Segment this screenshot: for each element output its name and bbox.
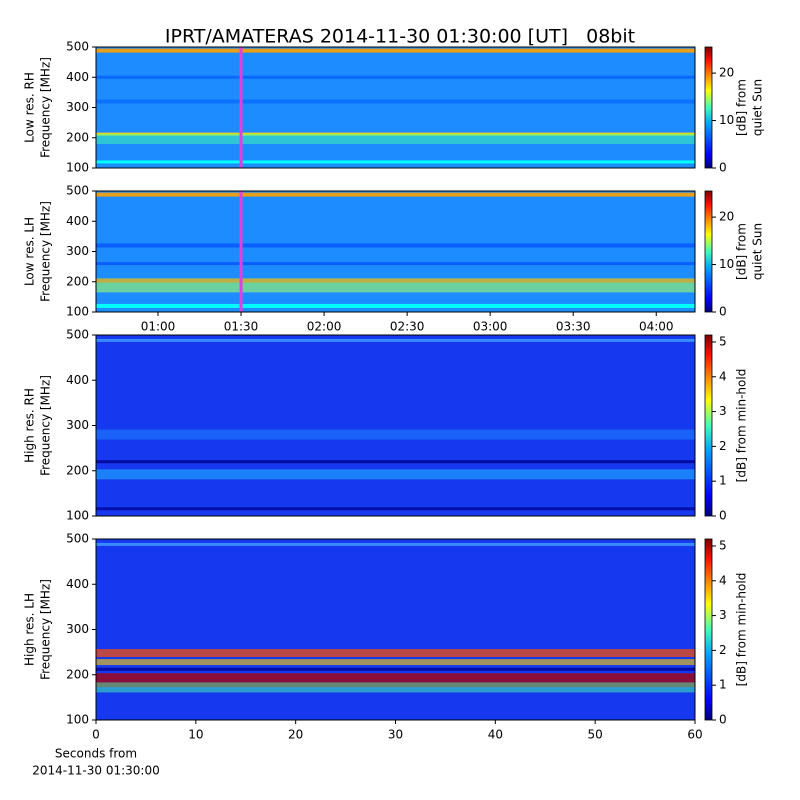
colorbar <box>704 190 713 313</box>
x-tick-label: 30 <box>388 728 403 742</box>
y-tick-label: 100 <box>66 509 89 523</box>
colorbar-tick-label: 0 <box>719 713 727 727</box>
colorbar-tick-label: 3 <box>719 608 727 622</box>
y-axis-label: Frequency [MHz] <box>39 579 53 680</box>
colorbar-label: [dB] from min-hold <box>735 573 749 687</box>
y-tick-label: 400 <box>66 214 89 228</box>
spectrogram-band <box>96 160 695 164</box>
x-tick-label: 03:30 <box>556 320 591 334</box>
x-tick-label: 60 <box>687 728 702 742</box>
colorbar-tick-label: 3 <box>719 404 727 418</box>
colorbar <box>704 334 713 517</box>
colorbar-tick-label: 20 <box>719 210 734 224</box>
colorbar-tick-label: 20 <box>719 66 734 80</box>
x-tick-label: 01:30 <box>224 320 259 334</box>
colorbar-tick-label: 0 <box>719 509 727 523</box>
spectrogram-band <box>96 99 695 104</box>
y-tick-label: 200 <box>66 463 89 477</box>
colorbar-tick-label: 1 <box>719 474 727 488</box>
x-axis-label: 2014-11-30 01:30:00 <box>32 764 159 778</box>
y-axis-label: High res. RH <box>23 388 37 463</box>
spectrogram-band <box>96 48 695 53</box>
spectrogram-band <box>96 338 695 342</box>
x-axis-label: Seconds from <box>55 747 137 761</box>
x-tick-label: 03:00 <box>473 320 508 334</box>
x-tick-label: 20 <box>288 728 303 742</box>
spectrogram-band <box>96 507 695 511</box>
spectrogram-band <box>96 659 695 666</box>
y-tick-label: 100 <box>66 305 89 319</box>
colorbar-tick-label: 2 <box>719 643 727 657</box>
y-axis-label: Frequency [MHz] <box>39 57 53 158</box>
y-tick-label: 400 <box>66 373 89 387</box>
spectrogram-band <box>96 682 695 693</box>
colorbar <box>704 46 713 169</box>
spectrogram <box>96 335 695 516</box>
spectrogram-band <box>96 469 695 480</box>
spectrogram-band <box>96 303 695 308</box>
colorbar-tick-label: 4 <box>719 573 727 587</box>
colorbar-tick-label: 10 <box>719 257 734 271</box>
spectrogram-band <box>96 75 695 79</box>
colorbar-tick-label: 0 <box>719 305 727 319</box>
spectrogram <box>96 191 695 312</box>
y-tick-label: 300 <box>66 418 89 432</box>
spectrogram-band <box>96 649 695 658</box>
spectrogram <box>96 539 695 720</box>
y-tick-label: 200 <box>66 130 89 144</box>
y-tick-label: 300 <box>66 622 89 636</box>
y-tick-label: 400 <box>66 70 89 84</box>
y-axis-label: Frequency [MHz] <box>39 375 53 476</box>
y-axis-label: Low res. RH <box>23 72 37 143</box>
spectrogram-band <box>96 192 695 197</box>
colorbar-tick-label: 0 <box>719 161 727 175</box>
chart-title: IPRT/AMATERAS 2014-11-30 01:30:00 [UT] 0… <box>165 26 635 48</box>
y-axis-label: Frequency [MHz] <box>39 201 53 302</box>
y-tick-label: 500 <box>66 532 89 546</box>
y-tick-label: 300 <box>66 100 89 114</box>
spectrogram-band <box>96 460 695 464</box>
colorbar-label: [dB] from <box>735 223 749 280</box>
colorbar-label: [dB] from min-hold <box>735 369 749 483</box>
spectrogram-band <box>96 542 695 546</box>
x-tick-label: 50 <box>588 728 603 742</box>
y-tick-label: 200 <box>66 667 89 681</box>
colorbar <box>704 538 713 721</box>
y-tick-label: 100 <box>66 161 89 175</box>
spectrogram-band <box>96 429 695 440</box>
colorbar-tick-label: 5 <box>719 334 727 348</box>
y-tick-label: 400 <box>66 577 89 591</box>
y-tick-label: 100 <box>66 713 89 727</box>
colorbar-tick-label: 2 <box>719 439 727 453</box>
spectrogram-band <box>96 278 695 293</box>
y-axis-label: High res. LH <box>23 593 37 666</box>
spectrogram-band <box>96 243 695 248</box>
x-tick-label: 04:00 <box>639 320 674 334</box>
y-tick-label: 500 <box>66 184 89 198</box>
x-tick-label: 01:00 <box>141 320 176 334</box>
y-tick-label: 200 <box>66 274 89 288</box>
y-tick-label: 500 <box>66 328 89 342</box>
spectrogram <box>96 47 695 168</box>
colorbar-tick-label: 5 <box>719 538 727 552</box>
y-tick-label: 500 <box>66 40 89 54</box>
x-tick-label: 10 <box>188 728 203 742</box>
spectrogram-band <box>96 133 695 144</box>
colorbar-tick-label: 10 <box>719 113 734 127</box>
y-axis-label: Low res. LH <box>23 217 37 286</box>
colorbar-tick-label: 4 <box>719 369 727 383</box>
y-tick-label: 300 <box>66 244 89 258</box>
colorbar-label: [dB] from <box>735 79 749 136</box>
colorbar-tick-label: 1 <box>719 678 727 692</box>
x-tick-label: 40 <box>488 728 503 742</box>
colorbar-label: quiet Sun <box>751 223 765 280</box>
x-tick-label: 02:30 <box>390 320 425 334</box>
spectrogram-band <box>96 262 695 266</box>
x-tick-label: 02:00 <box>307 320 342 334</box>
colorbar-label: quiet Sun <box>751 79 765 136</box>
spectrogram-band <box>96 667 695 671</box>
x-tick-label: 0 <box>92 728 100 742</box>
